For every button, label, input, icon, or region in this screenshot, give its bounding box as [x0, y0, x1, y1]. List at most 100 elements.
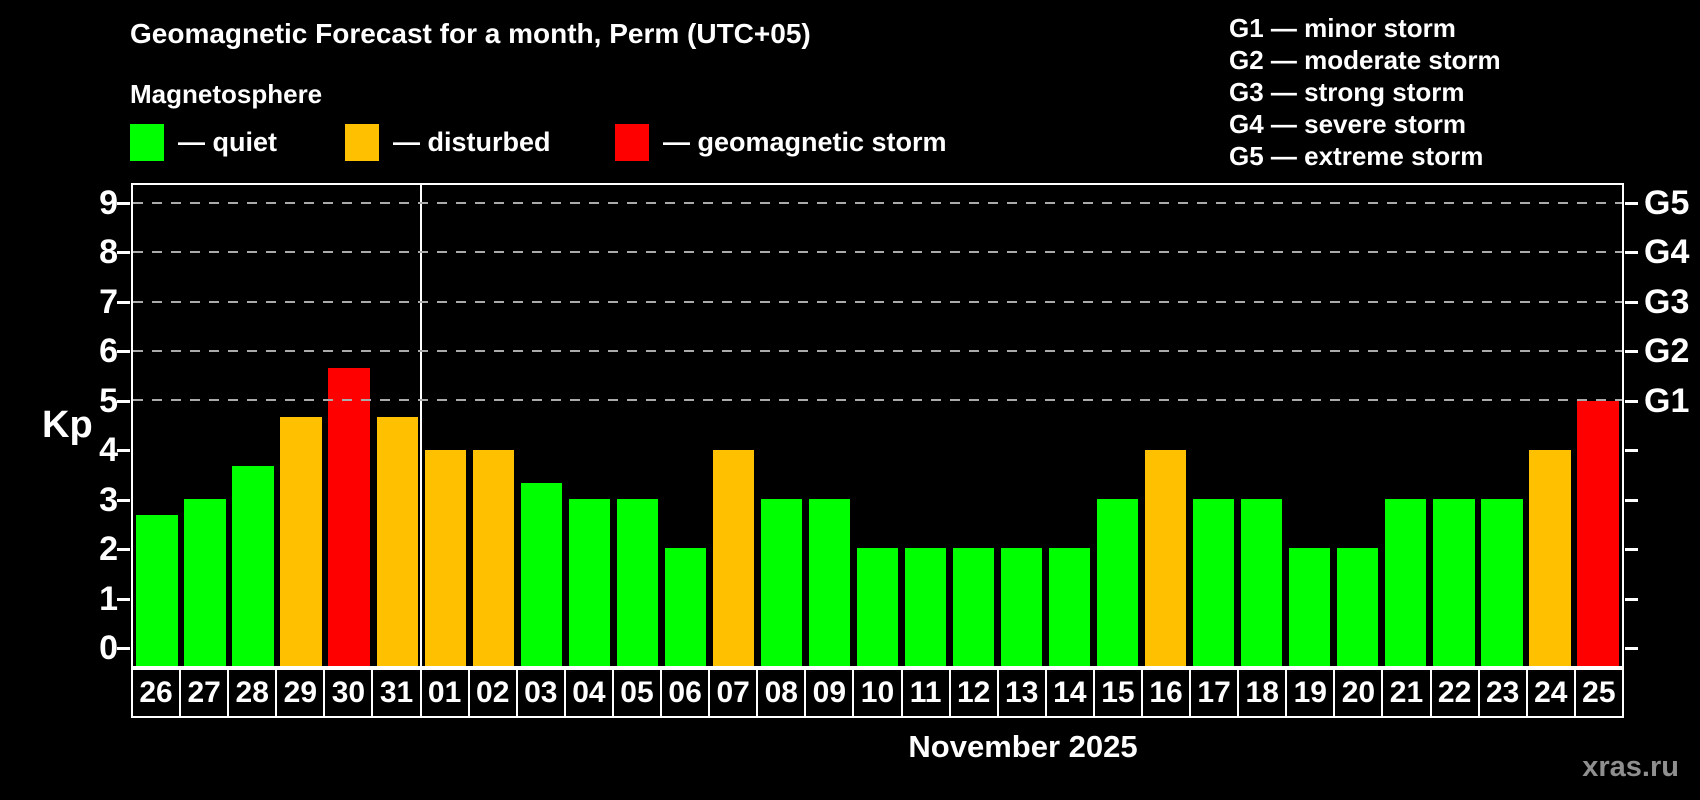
day-label-13: 13	[996, 668, 1047, 718]
day-label-20: 20	[1333, 668, 1384, 718]
bar-day-10	[856, 547, 899, 666]
chart-title: Geomagnetic Forecast for a month, Perm (…	[130, 18, 811, 49]
right-tick-kp-1	[1625, 597, 1638, 601]
day-label-03: 03	[515, 668, 566, 718]
left-tick-kp-8	[117, 251, 130, 254]
left-tick-kp-6	[117, 350, 130, 353]
right-tick-kp-7	[1625, 300, 1638, 304]
day-label-08: 08	[756, 668, 807, 718]
bar-day-27	[184, 498, 226, 666]
right-tick-kp-5	[1625, 399, 1638, 403]
day-label-26: 26	[131, 668, 182, 718]
day-label-16: 16	[1140, 668, 1192, 718]
bar-day-11	[904, 547, 947, 666]
day-label-06: 06	[660, 668, 711, 718]
bar-day-19	[1289, 547, 1331, 666]
day-label-11: 11	[900, 668, 951, 718]
y-axis-label-4: 4	[99, 431, 118, 469]
right-tick-kp-3	[1625, 498, 1638, 502]
legend-quiet-label: — quiet	[178, 127, 277, 157]
g-scale-legend: G1 — minor storm G2 — moderate storm G3 …	[1229, 12, 1501, 172]
gridline-kp-5	[133, 398, 1622, 401]
bar-day-31	[376, 416, 418, 666]
day-label-31: 31	[371, 668, 422, 718]
y-axis-label-7: 7	[99, 282, 118, 321]
y-axis-label-3: 3	[99, 480, 118, 519]
day-label-22: 22	[1429, 668, 1480, 718]
y-axis-label-8: 8	[99, 233, 118, 271]
gridline-kp-6	[133, 349, 1622, 352]
y-axis-label-9: 9	[99, 183, 118, 222]
day-label-25: 25	[1573, 668, 1624, 718]
y-axis-label-5: 5	[99, 381, 118, 420]
left-tick-kp-1	[117, 597, 130, 601]
day-label-23: 23	[1477, 668, 1528, 718]
bar-day-24	[1529, 449, 1571, 666]
legend-storm-label: — geomagnetic storm	[663, 127, 947, 157]
g-legend-line-2: G2 — moderate storm	[1229, 45, 1501, 75]
bar-day-17	[1193, 498, 1235, 666]
legend-disturbed-swatch	[345, 124, 379, 161]
legend-disturbed-label: — disturbed	[393, 127, 551, 157]
bar-day-21	[1385, 498, 1427, 666]
left-tick-kp-2	[117, 548, 130, 551]
bar-day-07	[712, 449, 755, 666]
day-label-24: 24	[1525, 668, 1576, 718]
left-tick-kp-9	[117, 201, 130, 205]
y-axis-label-1: 1	[99, 579, 118, 618]
left-tick-kp-0	[117, 647, 130, 650]
day-label-27: 27	[179, 668, 230, 718]
bars-layer	[133, 185, 1622, 666]
day-label-28: 28	[227, 668, 278, 718]
bar-day-04	[568, 498, 610, 666]
x-axis-month-label: November 2025	[908, 729, 1138, 764]
y-axis-label-6: 6	[99, 332, 118, 370]
left-tick-kp-7	[117, 300, 130, 304]
day-label-15: 15	[1092, 668, 1143, 718]
g-legend-line-4: G4 — severe storm	[1229, 109, 1467, 139]
day-label-19: 19	[1285, 668, 1336, 718]
y-axis-label-2: 2	[99, 530, 118, 568]
bar-day-03	[520, 482, 562, 666]
day-label-01: 01	[419, 668, 470, 718]
x-axis-day-labels: 26 27 28 29 30 31 01 02 03 04 05 06 07 08 09 10 11 12 13 14…	[131, 668, 1624, 718]
right-tick-kp-4	[1625, 449, 1638, 452]
bar-day-30	[328, 367, 370, 666]
bar-day-29	[280, 416, 322, 666]
day-label-18: 18	[1237, 668, 1288, 718]
left-tick-kp-3	[117, 498, 130, 502]
day-label-02: 02	[467, 668, 518, 718]
right-axis-label-g5: G5	[1644, 183, 1690, 222]
bar-day-16	[1145, 449, 1187, 666]
bar-day-20	[1337, 547, 1379, 666]
g-legend-line-5: G5 — extreme storm	[1229, 141, 1484, 171]
bar-day-01	[424, 449, 466, 666]
left-tick-kp-5	[117, 399, 130, 403]
bar-day-22	[1433, 498, 1475, 666]
y-axis-label-0: 0	[99, 629, 118, 667]
day-label-29: 29	[275, 668, 326, 718]
y-axis-title: Kp	[42, 404, 93, 446]
subtitle-magnetosphere: Magnetosphere	[130, 79, 323, 109]
bar-day-02	[472, 449, 514, 666]
right-axis-label-g1: G1	[1644, 381, 1690, 420]
bar-day-26	[136, 515, 178, 666]
bar-day-23	[1481, 498, 1523, 666]
right-tick-kp-0	[1625, 647, 1638, 650]
chart-plot-area	[131, 183, 1624, 668]
right-tick-kp-8	[1625, 251, 1638, 254]
g-legend-line-1: G1 — minor storm	[1229, 13, 1456, 43]
day-label-10: 10	[852, 668, 903, 718]
day-label-14: 14	[1044, 668, 1095, 718]
day-label-09: 09	[804, 668, 855, 718]
month-divider-line	[420, 185, 423, 666]
day-label-12: 12	[948, 668, 999, 718]
bar-day-28	[232, 466, 274, 666]
bar-day-25	[1577, 400, 1619, 666]
bar-day-14	[1048, 547, 1091, 666]
watermark-xras: xras.ru	[1582, 751, 1679, 783]
legend-quiet-swatch	[130, 124, 164, 161]
left-tick-kp-4	[117, 449, 130, 452]
bar-day-15	[1097, 498, 1139, 666]
bar-day-08	[760, 498, 803, 666]
